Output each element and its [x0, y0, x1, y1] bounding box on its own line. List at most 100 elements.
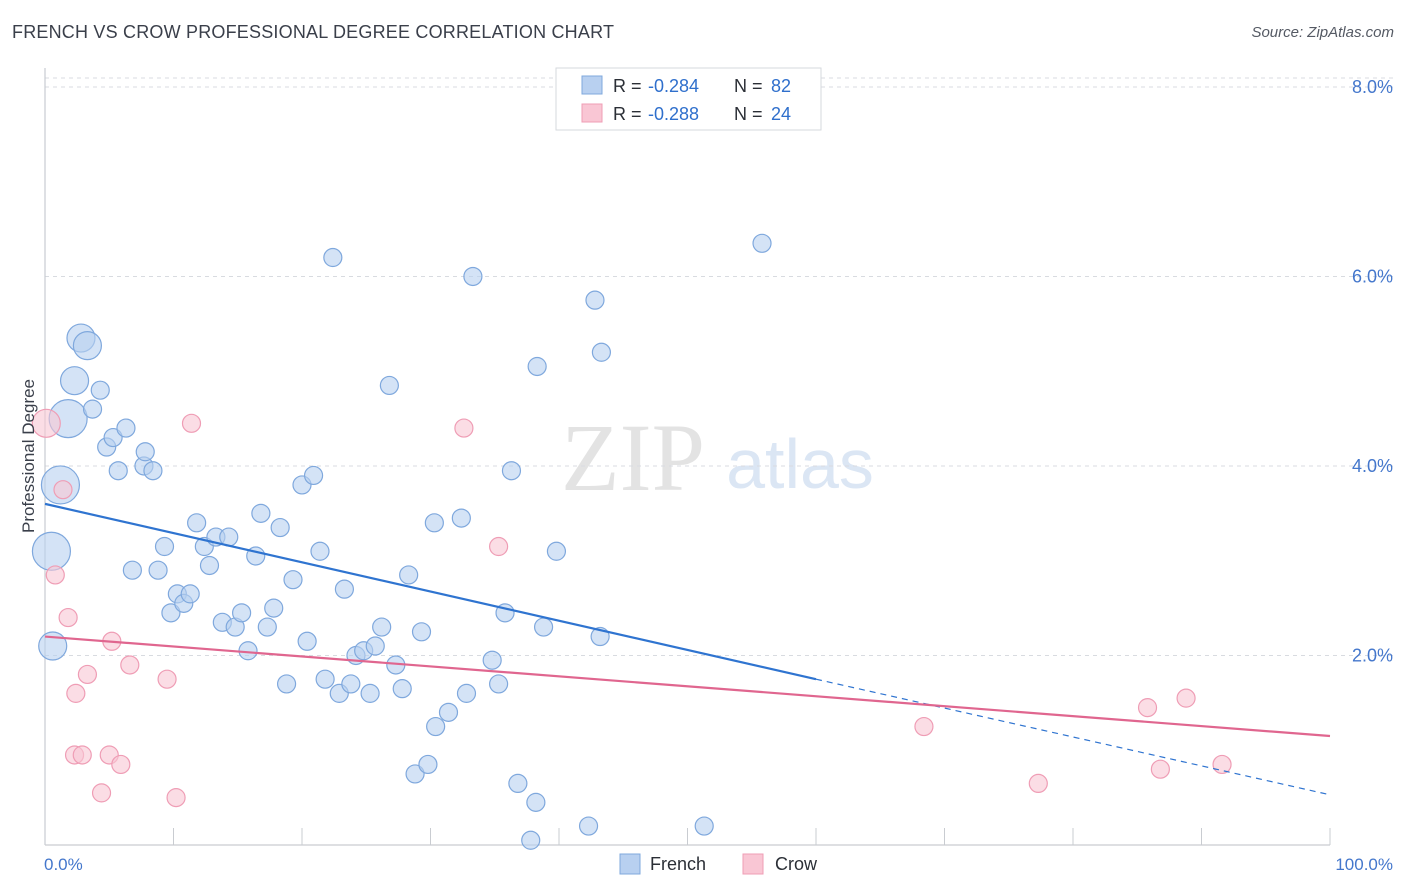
french-point: [405, 764, 425, 784]
french-point: [264, 598, 284, 618]
crow-point: [157, 669, 177, 689]
french-point: [399, 565, 419, 585]
y-axis-label: Professional Degree: [19, 379, 38, 533]
french-point: [451, 508, 471, 528]
x-ticks: [44, 828, 1331, 845]
crow-point: [91, 783, 112, 803]
french-point: [187, 513, 207, 533]
y-tick-label: 6.0%: [1352, 266, 1393, 286]
bottom-legend: French Crow: [619, 853, 818, 875]
french-point: [323, 247, 343, 268]
watermark-zip: ZIP: [561, 404, 705, 511]
crow-point: [489, 536, 509, 557]
crow-point: [45, 565, 65, 585]
french-point: [591, 342, 612, 362]
french-point: [199, 555, 220, 576]
crow-point: [72, 745, 92, 765]
crow-point: [181, 413, 202, 433]
y-tick-label: 4.0%: [1352, 456, 1393, 476]
french-point: [90, 380, 110, 400]
crow-point: [66, 683, 86, 703]
french-point: [411, 622, 432, 642]
bottom-legend-french-label: French: [650, 854, 706, 874]
crow-point: [1176, 688, 1196, 708]
legend-french-swatch: [581, 75, 603, 95]
french-point: [521, 830, 541, 850]
french-point: [694, 816, 714, 836]
french-point: [482, 650, 502, 670]
french-point: [426, 716, 446, 737]
french-trend-line: [44, 502, 817, 681]
french-point: [276, 674, 297, 694]
legend-french-n-value: 82: [771, 76, 791, 96]
legend-crow-n-label: N =: [734, 104, 763, 124]
legend-box: R = -0.284 N = 82 R = -0.288 N = 24: [555, 67, 822, 131]
french-point: [283, 570, 303, 590]
crow-point: [1137, 698, 1158, 718]
legend-crow-n-value: 24: [771, 104, 791, 124]
french-point: [334, 579, 355, 599]
french-point: [257, 617, 277, 637]
crow-point: [1150, 759, 1170, 779]
french-point: [752, 233, 772, 253]
legend-crow-r-value: -0.288: [648, 104, 699, 124]
french-point: [270, 517, 290, 538]
crow-point: [77, 664, 98, 685]
french-point: [82, 399, 103, 419]
crow-point: [58, 607, 78, 628]
french-point: [463, 266, 483, 287]
french-point: [341, 674, 361, 694]
french-point: [310, 541, 330, 561]
french-point: [546, 541, 567, 561]
french-points: [31, 233, 772, 850]
french-point: [392, 679, 412, 699]
french-point: [379, 375, 399, 396]
y-tick-label: 8.0%: [1352, 77, 1393, 97]
crow-point: [1212, 754, 1232, 775]
french-point: [315, 669, 335, 689]
french-point: [418, 754, 438, 775]
crow-point: [166, 788, 186, 808]
watermark-atlas: atlas: [726, 425, 874, 503]
y-tick-label: 2.0%: [1352, 645, 1393, 665]
french-point: [297, 631, 317, 651]
french-point: [360, 683, 380, 703]
crow-trend-line: [44, 635, 1331, 738]
legend-french-n-label: N =: [734, 76, 763, 96]
french-point: [148, 560, 168, 580]
french-point: [372, 617, 392, 637]
french-point: [508, 773, 528, 794]
french-point: [501, 461, 522, 481]
french-point: [438, 702, 459, 722]
crow-point: [53, 480, 73, 500]
french-point: [533, 617, 554, 637]
y-tick-labels: 2.0% 4.0% 6.0% 8.0%: [1352, 77, 1393, 666]
crow-point: [120, 655, 140, 675]
crow-point: [454, 418, 474, 438]
french-point: [72, 331, 103, 361]
french-point: [161, 603, 181, 623]
french-point: [31, 531, 72, 571]
french-point: [143, 461, 163, 481]
french-point: [303, 465, 324, 486]
crow-point: [914, 716, 934, 737]
french-trend-extension: [815, 678, 1331, 796]
french-point: [527, 356, 547, 377]
french-point: [232, 603, 252, 623]
french-point: [59, 366, 90, 396]
french-point: [154, 536, 175, 557]
trend-lines: [44, 502, 1331, 796]
french-point: [489, 674, 509, 694]
chart-title: FRENCH VS CROW PROFESSIONAL DEGREE CORRE…: [12, 22, 615, 42]
source-label: Source: ZipAtlas.com: [1251, 24, 1394, 41]
french-point: [365, 636, 385, 656]
crow-point: [31, 408, 61, 438]
french-point: [103, 427, 123, 448]
french-point: [456, 683, 477, 703]
x-tick-label-min: 0.0%: [44, 855, 83, 874]
french-point: [251, 503, 271, 523]
legend-french-r-label: R =: [613, 76, 642, 96]
gridlines: [45, 77, 1393, 656]
legend-french-r-value: -0.284: [648, 76, 699, 96]
